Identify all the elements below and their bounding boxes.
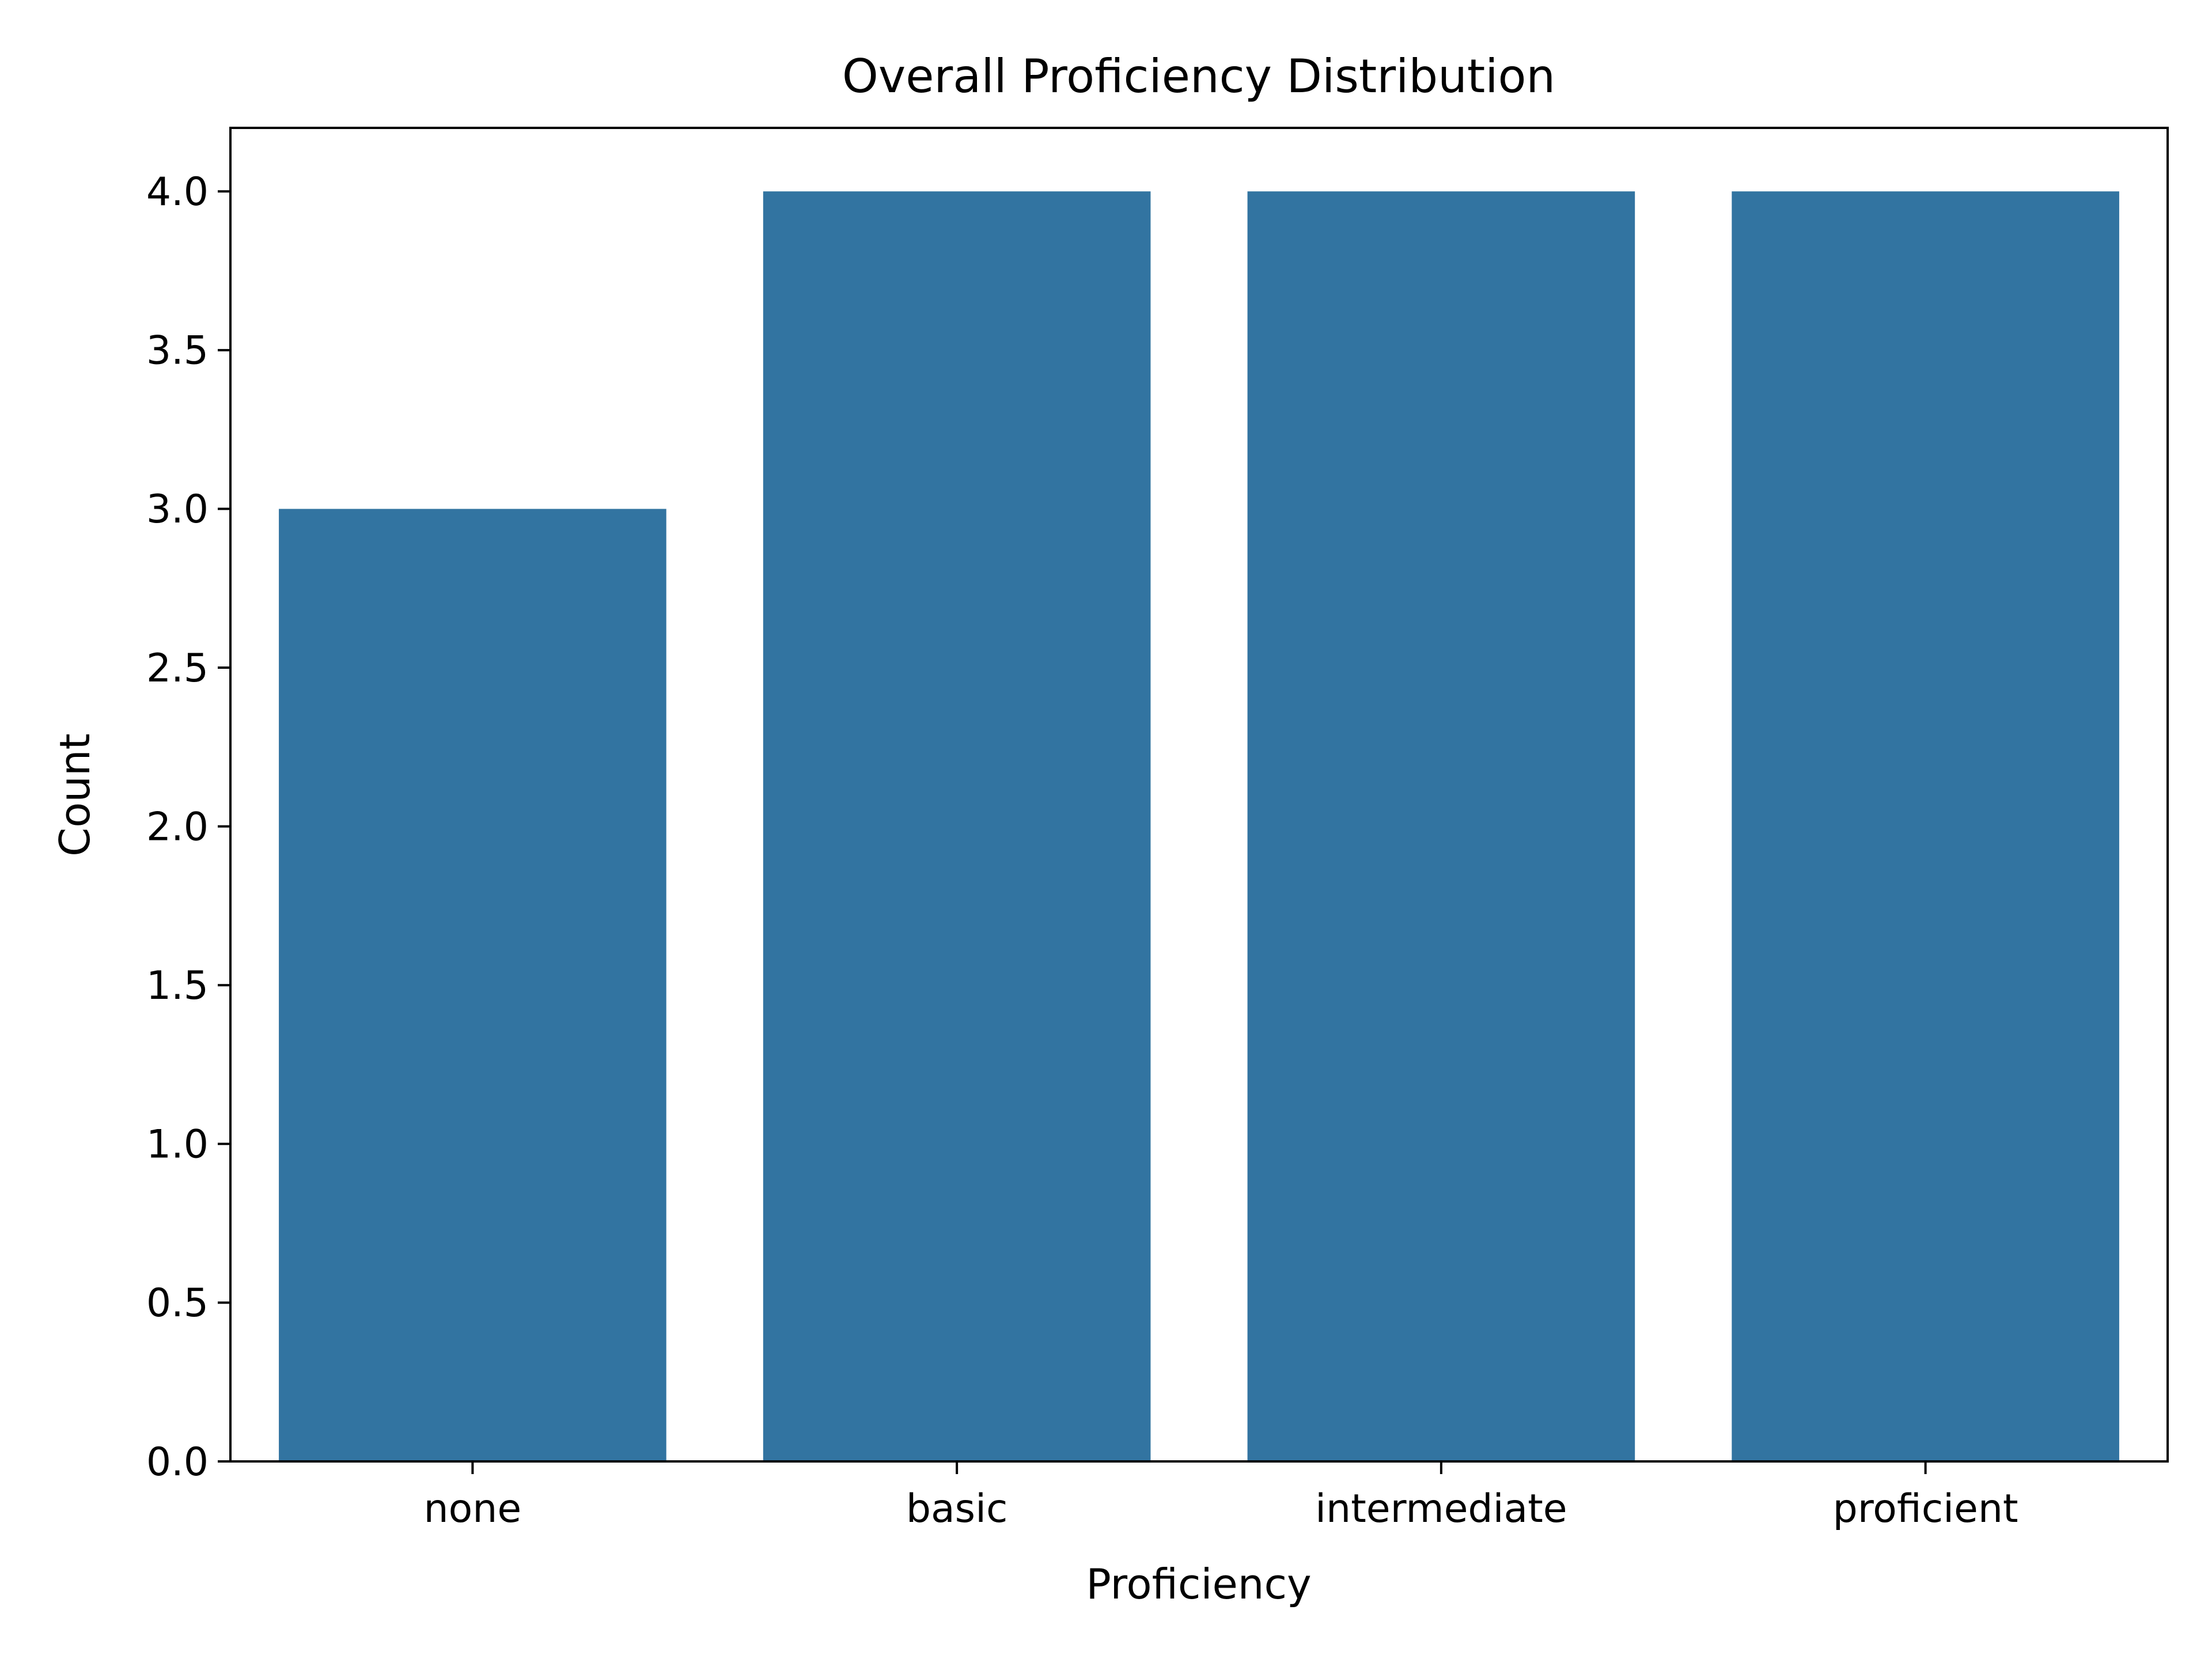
chart-title: Overall Proficiency Distribution — [842, 50, 1555, 103]
x-axis-ticks: none basic intermediate proficient — [424, 1461, 2018, 1532]
bar-intermediate — [1247, 191, 1635, 1462]
y-tick-label: 1.0 — [146, 1122, 209, 1168]
y-tick-label: 2.0 — [146, 804, 209, 850]
bars-layer — [279, 191, 2119, 1462]
y-tick-label: 1.5 — [146, 963, 209, 1009]
y-axis-ticks: 0.0 0.5 1.0 1.5 2.0 2.5 3.0 3.5 4.0 — [146, 169, 230, 1485]
x-tick-label-proficient: proficient — [1833, 1486, 2018, 1532]
bar-basic — [763, 191, 1151, 1462]
y-tick-label: 0.0 — [146, 1440, 209, 1485]
bar-proficient — [1732, 191, 2119, 1462]
bar-none — [279, 509, 666, 1461]
x-tick-label-basic: basic — [906, 1486, 1008, 1532]
x-tick-label-none: none — [424, 1486, 522, 1532]
y-tick-label: 3.0 — [146, 487, 209, 532]
y-tick-label: 3.5 — [146, 328, 209, 374]
y-tick-label: 0.5 — [146, 1281, 209, 1326]
x-tick-label-intermediate: intermediate — [1315, 1486, 1567, 1532]
plot-frame — [229, 127, 2169, 1463]
y-tick-label: 2.5 — [146, 646, 209, 691]
x-axis-label: Proficiency — [1086, 1560, 1311, 1608]
y-axis-label: Count — [51, 733, 99, 857]
y-tick-label: 4.0 — [146, 169, 209, 215]
